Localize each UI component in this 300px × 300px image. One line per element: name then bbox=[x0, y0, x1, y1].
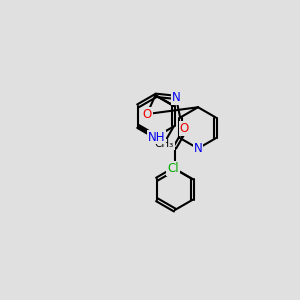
Text: O: O bbox=[180, 122, 189, 135]
Text: Cl: Cl bbox=[167, 162, 178, 175]
Text: NH: NH bbox=[148, 130, 165, 143]
Text: CH₃: CH₃ bbox=[154, 140, 174, 149]
Text: N: N bbox=[172, 91, 180, 104]
Text: O: O bbox=[142, 108, 152, 121]
Text: N: N bbox=[194, 142, 202, 155]
